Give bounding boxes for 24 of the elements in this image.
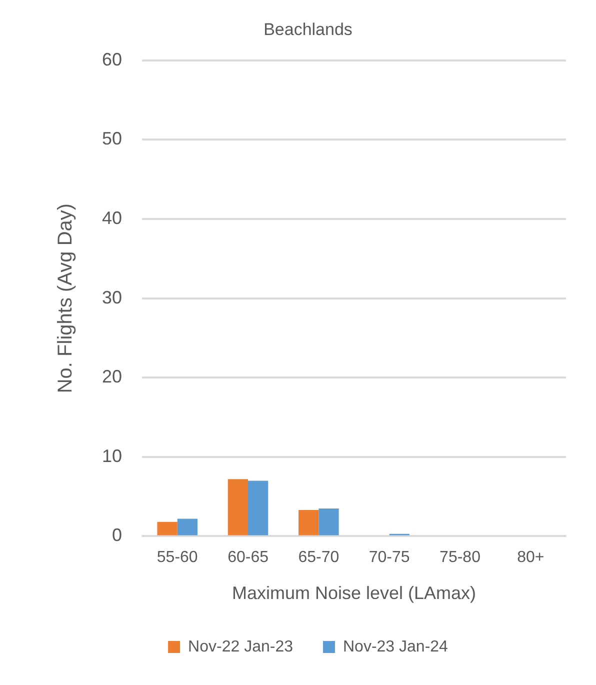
y-tick-label: 20 [102,366,122,387]
y-tick-label: 0 [112,525,122,546]
x-tick-label: 60-65 [228,549,269,566]
y-axis-title: No. Flights (Avg Day) [54,203,77,394]
x-tick-label: 80+ [517,549,544,566]
bar [248,480,268,536]
y-tick-label: 40 [102,208,122,228]
bar [177,518,198,536]
bar [157,522,178,536]
bar [298,510,319,536]
y-tick-label: 30 [102,287,122,308]
x-axis-title: Maximum Noise level (LAmax) [232,583,476,604]
legend-label: Nov-23 Jan-24 [343,638,448,656]
legend-label: Nov-22 Jan-23 [188,638,294,656]
y-tick-label: 60 [102,49,122,70]
x-tick-label: 55-60 [156,549,198,566]
x-tick-label: 75-80 [440,549,481,566]
x-tick-label: 70-75 [368,549,410,566]
y-tick-label: 50 [102,128,122,149]
bar [228,479,248,536]
y-tick-label: 10 [102,446,122,466]
chart-title: Beachlands [264,20,352,39]
x-tick-label: 65-70 [298,549,340,566]
bar [318,508,339,536]
